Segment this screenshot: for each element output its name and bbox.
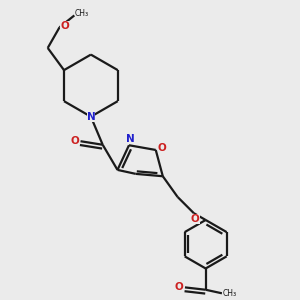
Text: CH₃: CH₃: [75, 9, 89, 18]
Text: O: O: [70, 136, 79, 146]
Text: O: O: [191, 214, 200, 224]
Text: O: O: [60, 21, 69, 31]
Text: O: O: [175, 281, 183, 292]
Text: N: N: [126, 134, 135, 144]
Text: CH₃: CH₃: [222, 289, 236, 298]
Text: O: O: [158, 143, 167, 154]
Text: N: N: [86, 112, 95, 122]
